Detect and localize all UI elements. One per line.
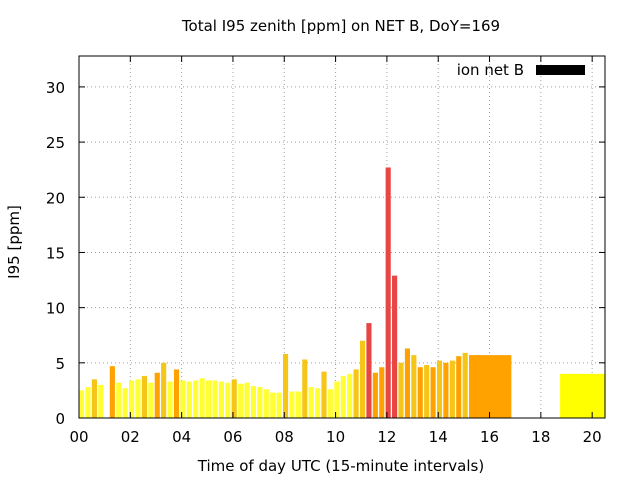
legend-label: ion net B xyxy=(457,61,524,79)
grid xyxy=(79,56,605,418)
bar xyxy=(340,376,346,418)
chart-title: Total I95 zenith [ppm] on NET B, DoY=169 xyxy=(181,17,500,35)
bar xyxy=(193,380,199,418)
y-tick-label: 15 xyxy=(46,244,65,262)
bar xyxy=(385,167,391,418)
bar xyxy=(308,387,314,418)
bar xyxy=(430,367,436,418)
y-tick-label: 25 xyxy=(46,134,65,152)
x-tick-label: 12 xyxy=(377,428,396,446)
bar xyxy=(353,369,359,418)
x-axis-label: Time of day UTC (15-minute intervals) xyxy=(197,457,484,475)
x-tick-label: 10 xyxy=(326,428,345,446)
bar xyxy=(347,373,353,418)
bar xyxy=(135,379,141,418)
x-tick-label: 14 xyxy=(429,428,448,446)
y-tick-label: 20 xyxy=(46,189,65,207)
bar xyxy=(321,371,327,418)
bar xyxy=(289,391,295,418)
bar xyxy=(85,387,91,418)
y-tick-label: 5 xyxy=(55,355,65,373)
x-tick-label: 16 xyxy=(480,428,499,446)
bar xyxy=(392,275,398,418)
x-tick-label: 06 xyxy=(223,428,242,446)
bar xyxy=(98,384,104,418)
bar xyxy=(456,356,462,418)
y-axis-label: I95 [ppm] xyxy=(5,205,23,279)
y-tick-label: 30 xyxy=(46,79,65,97)
bar xyxy=(263,389,269,418)
bar xyxy=(359,340,366,418)
bar xyxy=(295,391,301,418)
bar xyxy=(302,359,308,418)
bar xyxy=(443,362,449,418)
bar xyxy=(161,362,167,418)
bar xyxy=(276,392,282,418)
bar xyxy=(206,380,212,418)
bar xyxy=(379,367,385,418)
bar xyxy=(199,378,205,418)
bar xyxy=(257,387,263,418)
bar xyxy=(173,369,180,418)
x-tick-label: 20 xyxy=(583,428,602,446)
bar xyxy=(327,389,334,418)
bar xyxy=(411,355,417,418)
bar xyxy=(560,373,605,418)
bar xyxy=(186,381,192,418)
bar xyxy=(462,352,468,418)
bar xyxy=(417,367,423,418)
bar xyxy=(218,381,224,418)
y-tick-label: 10 xyxy=(46,300,65,318)
bar xyxy=(282,353,289,418)
legend-swatch xyxy=(536,65,585,75)
plot-frame xyxy=(78,55,606,419)
bar xyxy=(148,382,154,418)
bar xyxy=(79,390,85,418)
bar xyxy=(225,382,231,418)
bar xyxy=(250,385,257,418)
bar xyxy=(449,360,455,418)
bar xyxy=(109,366,115,418)
y-tick-label: 0 xyxy=(55,410,65,428)
ticks: 00 02 04 06 08 10 12 14 16 18 20 0 5 10 15 20 25 30 xyxy=(46,56,605,446)
bar xyxy=(334,381,340,418)
x-tick-label: 02 xyxy=(121,428,140,446)
bar xyxy=(436,360,443,418)
bar xyxy=(469,355,512,418)
x-tick-label: 04 xyxy=(172,428,191,446)
bar xyxy=(231,379,237,418)
legend: ion net B xyxy=(457,61,585,79)
bar xyxy=(424,365,430,418)
bar xyxy=(122,388,128,418)
bar xyxy=(366,323,372,418)
bar xyxy=(167,381,173,418)
bar xyxy=(180,380,186,418)
x-tick-label: 18 xyxy=(531,428,550,446)
bar xyxy=(315,388,321,418)
bar xyxy=(129,380,135,418)
bar xyxy=(141,376,147,418)
bar xyxy=(91,379,97,418)
bar xyxy=(398,362,404,418)
bars xyxy=(79,167,605,418)
bar xyxy=(372,372,378,418)
x-tick-label: 00 xyxy=(69,428,88,446)
bar xyxy=(212,380,218,418)
bar xyxy=(404,348,410,418)
bar xyxy=(270,392,276,418)
x-tick-label: 08 xyxy=(275,428,294,446)
bar xyxy=(244,382,250,418)
bar xyxy=(154,372,160,418)
bar xyxy=(116,382,122,418)
bar xyxy=(238,383,244,418)
